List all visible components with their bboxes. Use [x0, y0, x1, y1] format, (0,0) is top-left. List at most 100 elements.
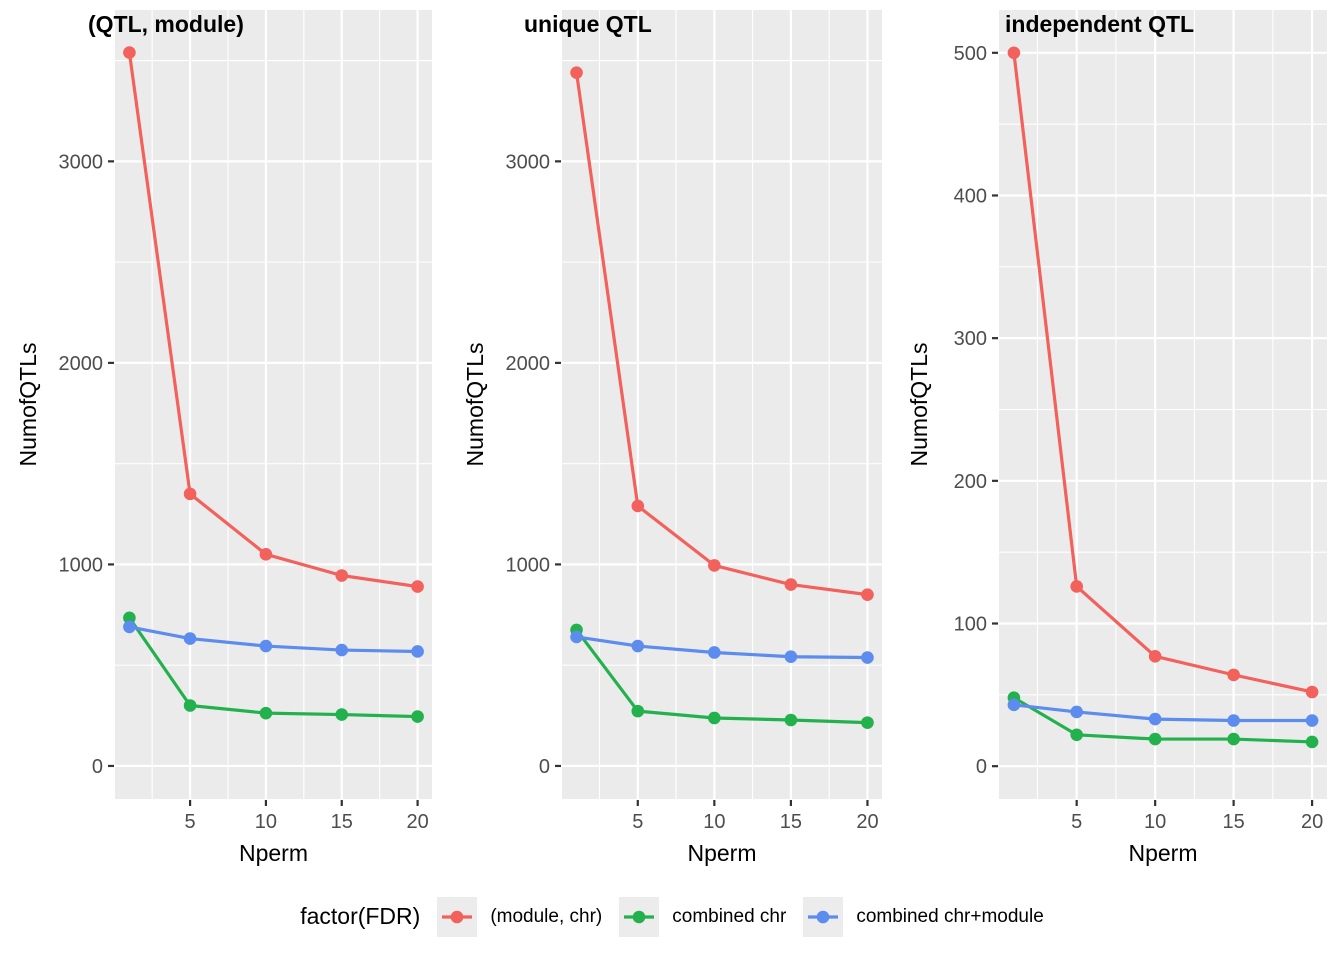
data-point [784, 713, 798, 727]
data-point [570, 66, 583, 79]
x-axis-title: Nperm [1128, 840, 1197, 866]
data-point [861, 651, 874, 664]
chart-independent-qtl: 0 100 200 300 400 500 5 10 15 20 Nperm NumofQTLs ind… [900, 0, 1344, 873]
y-tick-label: 2000 [59, 353, 104, 375]
data-point [183, 632, 197, 645]
data-point [1007, 698, 1021, 712]
data-point [1070, 705, 1083, 719]
data-point [708, 646, 721, 659]
x-tick-label: 20 [1301, 811, 1323, 833]
legend-key-swatch-green [619, 896, 660, 937]
x-tick-label: 15 [780, 811, 802, 833]
legend-item-combined-chr: combined chr [619, 896, 786, 937]
x-tick-label: 15 [331, 811, 353, 833]
y-tick-label: 0 [92, 756, 103, 778]
legend-key-glyph [803, 896, 844, 937]
data-point [570, 630, 583, 644]
data-point [1227, 714, 1240, 727]
data-point [1148, 650, 1162, 663]
chart-svg: 0 1000 2000 3000 5 10 15 20 Nperm NumofQTLs (QTL, … [15, 10, 432, 866]
data-point [861, 588, 874, 601]
data-point [123, 611, 136, 625]
legend-item-combined-chr-module: combined chr+module [803, 896, 1044, 937]
y-tick-label: 3000 [59, 151, 104, 173]
panel-title: (QTL, module) [88, 11, 244, 37]
x-tick-label: 5 [632, 811, 643, 833]
data-point [1070, 580, 1083, 593]
x-tick-label: 10 [1144, 811, 1166, 833]
data-point [411, 580, 424, 593]
data-point [259, 639, 273, 653]
y-tick-label: 500 [954, 43, 987, 65]
legend-title: factor(FDR) [300, 903, 421, 929]
data-point [183, 487, 197, 501]
x-tick-label: 20 [856, 811, 878, 833]
data-point [784, 650, 798, 664]
data-point [1007, 46, 1021, 60]
x-tick-label: 5 [1071, 811, 1082, 833]
chart-svg: 0 1000 2000 3000 5 10 15 20 Nperm NumofQTLs unique… [462, 10, 882, 866]
x-tick-label: 15 [1222, 811, 1244, 833]
legend: factor(FDR) (module, chr) combined chr c… [0, 873, 1344, 960]
panel-title: independent QTL [1005, 11, 1194, 37]
data-point [861, 716, 874, 729]
data-point [708, 559, 721, 572]
data-point [1227, 668, 1240, 682]
data-point [183, 699, 197, 712]
legend-item-label: combined chr+module [856, 905, 1044, 927]
panel-background [562, 10, 882, 799]
x-axis-title: Nperm [239, 840, 308, 866]
legend-key-point [632, 910, 646, 923]
data-point [708, 711, 721, 725]
chart-qtl-module: 0 1000 2000 3000 5 10 15 20 Nperm NumofQTLs (QTL, … [0, 0, 450, 873]
y-tick-label: 0 [539, 756, 550, 778]
chart-unique-qtl: 0 1000 2000 3000 5 10 15 20 Nperm NumofQTLs unique… [450, 0, 900, 873]
panel-background [115, 10, 432, 799]
y-tick-label: 2000 [506, 353, 551, 375]
data-point [259, 548, 273, 561]
data-point [1148, 712, 1162, 726]
data-point [1305, 685, 1319, 699]
y-tick-label: 100 [954, 614, 987, 636]
y-tick-label: 0 [976, 756, 987, 778]
y-tick-label: 1000 [506, 554, 551, 576]
legend-key-point [817, 910, 830, 923]
panel-title: unique QTL [524, 11, 652, 37]
data-point [784, 578, 798, 591]
legend-key-glyph [437, 896, 478, 937]
data-point [411, 710, 424, 723]
data-point [1227, 732, 1240, 746]
data-point [259, 706, 273, 720]
data-point [123, 46, 136, 59]
y-tick-label: 3000 [506, 151, 551, 173]
legend-item-label: (module, chr) [490, 905, 603, 927]
data-point [1070, 728, 1083, 742]
data-point [123, 620, 136, 634]
x-tick-label: 5 [185, 811, 196, 833]
legend-key-swatch-red [437, 896, 478, 937]
y-tick-label: 1000 [59, 554, 104, 576]
data-point [335, 569, 349, 582]
legend-key-glyph [619, 896, 660, 937]
y-tick-label: 400 [954, 185, 987, 207]
legend-item-module-chr: (module, chr) [437, 896, 603, 937]
y-tick-label: 200 [954, 471, 987, 493]
x-tick-label: 10 [255, 811, 277, 833]
chart-svg: 0 100 200 300 400 500 5 10 15 20 Nperm NumofQTLs ind… [906, 10, 1327, 866]
panel-background [999, 10, 1327, 799]
legend-key-swatch-blue [803, 896, 844, 937]
y-axis-title: NumofQTLs [462, 343, 488, 467]
data-point [631, 499, 645, 513]
y-axis-title: NumofQTLs [15, 343, 41, 467]
charts-row: 0 1000 2000 3000 5 10 15 20 Nperm NumofQTLs (QTL, … [0, 0, 1344, 873]
x-tick-label: 10 [703, 811, 725, 833]
data-point [411, 645, 424, 658]
data-point [631, 704, 645, 718]
y-tick-label: 300 [954, 328, 987, 350]
x-axis-title: Nperm [687, 840, 756, 866]
y-axis-title: NumofQTLs [906, 343, 932, 467]
data-point [631, 639, 645, 653]
data-point [335, 708, 349, 721]
data-point [1148, 732, 1162, 746]
